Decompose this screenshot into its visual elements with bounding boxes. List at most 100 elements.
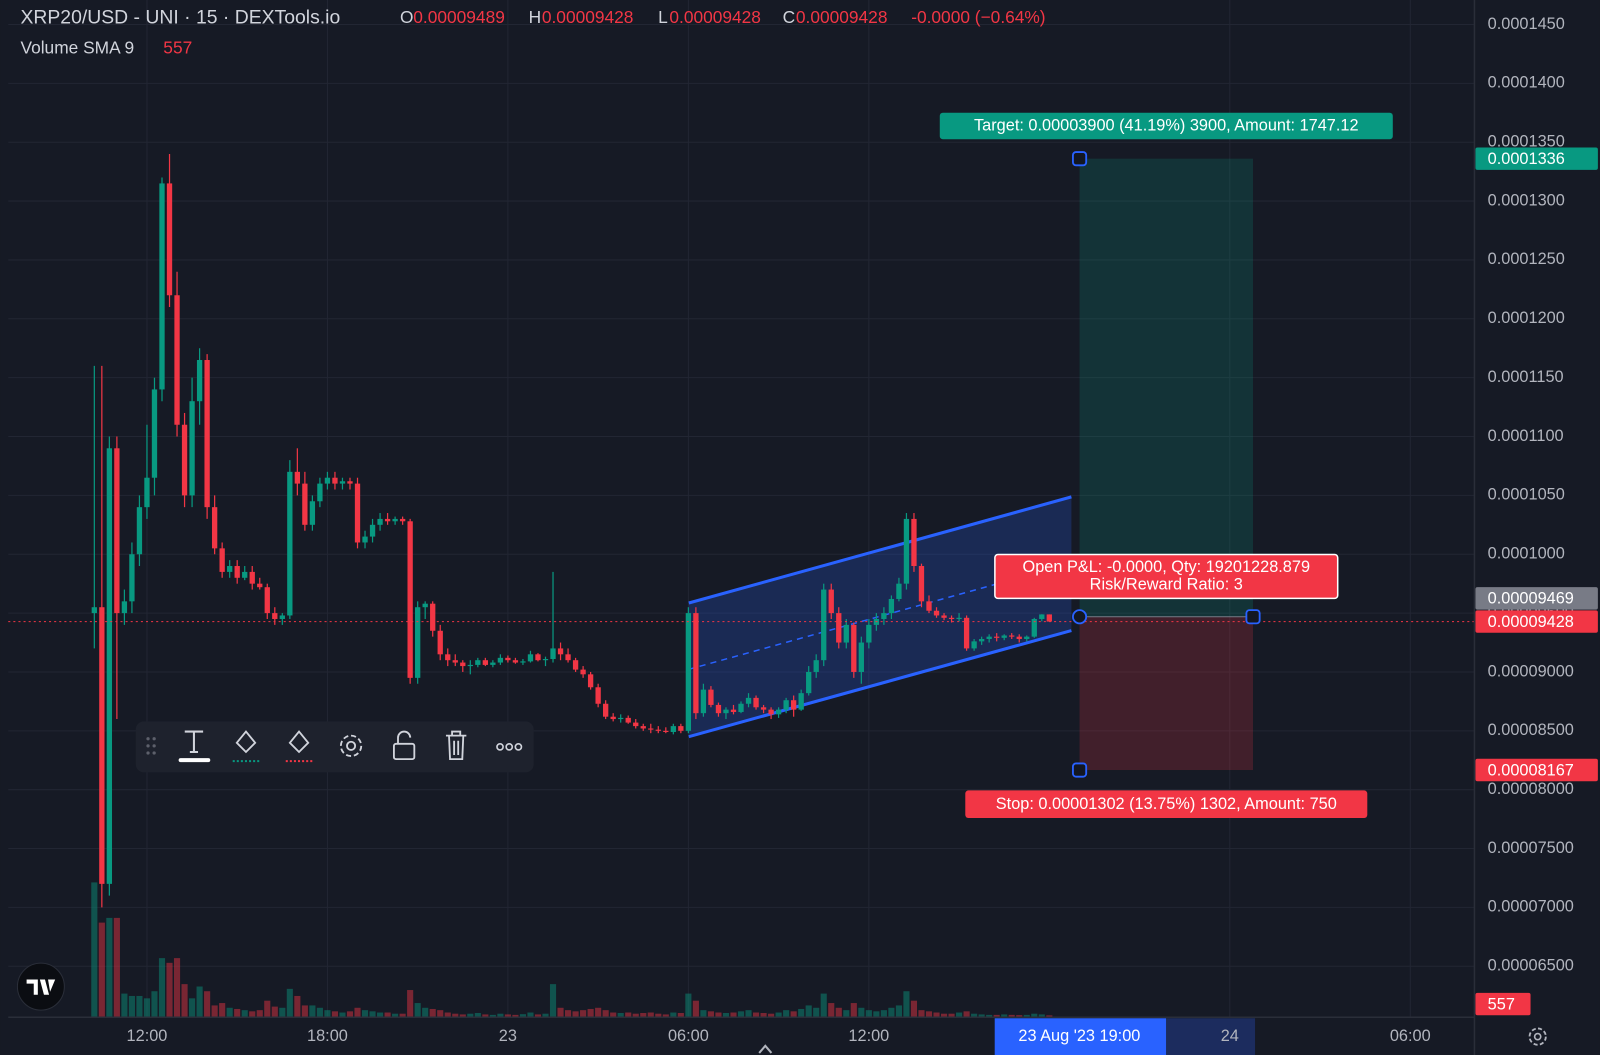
candle-body: [595, 687, 601, 704]
volume-bar: [361, 1010, 369, 1018]
volume-bar: [98, 922, 105, 1018]
candle-body: [978, 639, 985, 642]
candle-body: [1001, 635, 1007, 638]
volume-bar: [1001, 1014, 1008, 1018]
volume-bar: [963, 1011, 970, 1018]
volume-bar: [226, 1007, 233, 1018]
volume-bar: [707, 1011, 714, 1018]
ohlc-key: C: [783, 7, 796, 27]
candle-body: [497, 657, 504, 663]
volume-bar: [444, 1012, 451, 1018]
candle-body: [392, 518, 398, 522]
volume-bar: [377, 1012, 384, 1018]
candle-body: [114, 448, 120, 614]
candle-body: [430, 603, 436, 631]
candle-body: [903, 518, 910, 584]
lock-tool[interactable]: [392, 730, 416, 761]
candle-body: [339, 481, 346, 484]
volume-bar: [835, 1007, 842, 1018]
volume-bar: [181, 984, 188, 1018]
candle-body: [309, 501, 316, 525]
volume-bar: [978, 1014, 985, 1018]
y-tick-label: 0.00009000: [1488, 662, 1574, 680]
fill-color-tool[interactable]: [232, 730, 261, 763]
volume-bar: [219, 1003, 226, 1018]
scroll-arrow[interactable]: [758, 1044, 773, 1054]
volume-bar: [166, 962, 173, 1018]
candle-body: [753, 697, 759, 708]
volume-bar: [813, 1007, 820, 1018]
volume-bar: [279, 1007, 286, 1018]
volume-bar: [316, 1007, 323, 1018]
volume-bar: [527, 1012, 534, 1018]
volume-bar: [196, 986, 203, 1018]
volume-bar: [91, 882, 98, 1018]
volume-bar: [775, 1012, 782, 1018]
candle-body: [896, 583, 902, 599]
candle-body: [422, 603, 428, 608]
crosshair-time-tag: [994, 1018, 1167, 1055]
volume-bar: [106, 917, 113, 1018]
volume-bar: [783, 1010, 790, 1018]
candle-body: [520, 661, 526, 663]
volume-bar: [489, 1014, 496, 1018]
volume-bar: [760, 1012, 767, 1018]
volume-bar: [437, 1010, 444, 1018]
volume-bar: [339, 1012, 346, 1018]
position-handle: [1072, 151, 1088, 167]
more-tool[interactable]: [496, 742, 523, 751]
volume-bar: [189, 998, 196, 1018]
volume-bar: [113, 917, 120, 1018]
position-handle: [1072, 609, 1088, 625]
y-tick-label: 0.0001300: [1488, 191, 1565, 209]
candle-body: [294, 471, 301, 484]
volume-bar: [542, 1013, 549, 1018]
volume-bar: [354, 1007, 361, 1018]
ohlc-key: L: [658, 7, 668, 27]
candle-body: [700, 689, 707, 714]
x-tick-label: 06:00: [1390, 1027, 1431, 1045]
volume-bar: [910, 1000, 918, 1018]
volume-bar: [467, 1013, 474, 1018]
stop-label: Stop: 0.00001302 (13.75%) 1302, Amount: …: [996, 795, 1337, 813]
drag-handle[interactable]: [146, 737, 156, 755]
volume-bar: [429, 1008, 436, 1018]
candle-body: [730, 709, 737, 712]
y-tick-label: 0.0001200: [1488, 309, 1565, 327]
volume-bar: [610, 1012, 617, 1018]
candle-body: [159, 183, 165, 390]
logo: [16, 962, 65, 1011]
volume-bar: [617, 1012, 624, 1018]
candle-body: [926, 601, 932, 611]
candle-body: [858, 642, 864, 672]
candle-body: [685, 613, 692, 731]
candle-body: [723, 709, 729, 714]
volume-bar: [737, 1011, 745, 1018]
candle-body: [129, 554, 135, 602]
price-tag: [1475, 610, 1598, 633]
volume-bar: [1038, 1014, 1045, 1018]
candle-body: [738, 703, 744, 712]
volume-bar: [685, 993, 692, 1018]
candle-body: [768, 709, 774, 715]
volume-bar: [828, 1003, 835, 1018]
text-tool[interactable]: [178, 730, 211, 763]
candle-body: [106, 448, 113, 884]
volume-bar: [971, 1013, 978, 1018]
volume-bar: [549, 984, 557, 1018]
settings-gear[interactable]: [1528, 1027, 1547, 1046]
candle-body: [663, 730, 669, 733]
volume-bar: [407, 990, 414, 1018]
price-tag-label: 0.00009428: [1488, 613, 1574, 631]
axes: 0.00006500 0.00007000 0.00007500 0.00008000…: [127, 15, 1598, 1055]
candle-body: [693, 613, 699, 714]
logo-circle: [16, 962, 65, 1011]
candle-body: [670, 726, 676, 733]
line-color-tool[interactable]: [285, 730, 314, 763]
delete-tool[interactable]: [445, 730, 467, 761]
price-tag-label: 0.00009469: [1488, 590, 1574, 608]
volume-bar: [369, 1011, 376, 1018]
overlay: Target: 0.00003900 (41.19%) 3900, Amount…: [8, 112, 1475, 818]
volume-bar: [700, 1010, 707, 1018]
settings-tool[interactable]: [339, 734, 363, 757]
